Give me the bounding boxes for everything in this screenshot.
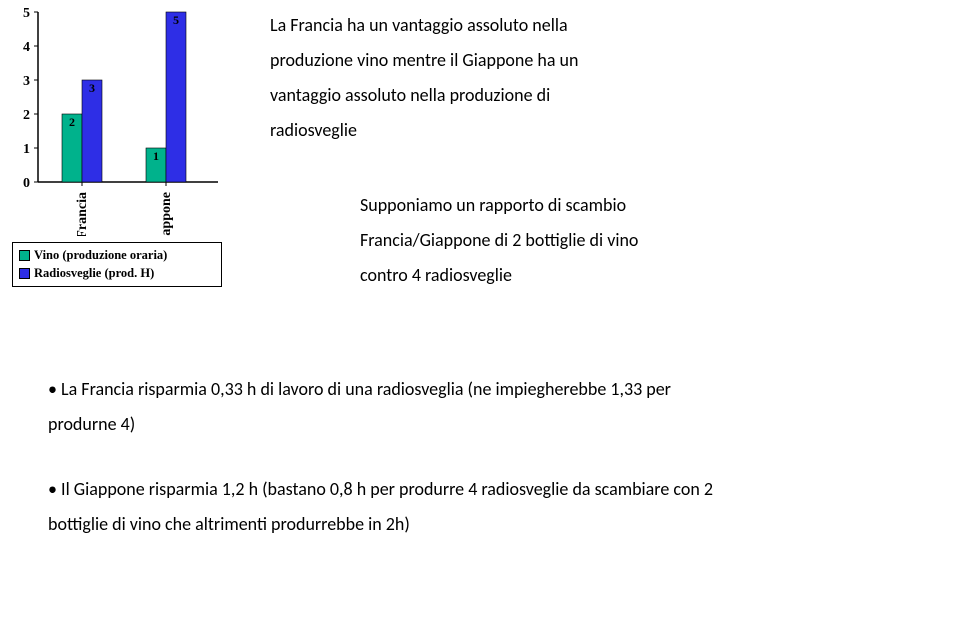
svg-text:Giappone: Giappone [159,192,174,236]
p1-line4: radiosveglie [270,119,357,141]
svg-text:4: 4 [23,40,30,55]
b1-line2: produrne 4) [48,413,135,435]
legend-row: Radiosveglie (prod. H) [19,265,215,283]
chart-legend: Vino (produzione oraria)Radiosveglie (pr… [12,242,222,287]
left-column: 0 1 2 3 4 5 2 3 Francia 1 5 Giappone Vino (produzio… [12,8,222,287]
svg-text:0: 0 [23,176,30,191]
svg-text:2: 2 [23,108,30,123]
assumption-text-block: Supponiamo un rapporto di scambio Franci… [360,188,900,317]
p1-line3: vantaggio assoluto nella produzione di [270,84,550,106]
p2-line2: Francia/Giappone di 2 bottiglie di vino [360,229,638,251]
intro-text-block: La Francia ha un vantaggio assoluto nell… [270,8,910,172]
paragraph-1: La Francia ha un vantaggio assoluto nell… [270,8,910,148]
legend-label: Radiosveglie (prod. H) [34,265,154,283]
bullet-2: • Il Giappone risparmia 1,2 h (bastano 0… [48,472,918,542]
legend-swatch [19,268,30,279]
svg-text:1: 1 [23,142,30,157]
bullet-block: • La Francia risparmia 0,33 h di lavoro … [48,372,918,572]
b2-line2: bottiglie di vino che altrimenti produrr… [48,513,410,535]
bar-chart-svg: 0 1 2 3 4 5 2 3 Francia 1 5 Giappone [12,8,222,236]
p1-line1: La Francia ha un vantaggio assoluto nell… [270,14,568,36]
p2-line1: Supponiamo un rapporto di scambio [360,194,626,216]
legend-label: Vino (produzione oraria) [34,247,167,265]
bullet-1: • La Francia risparmia 0,33 h di lavoro … [48,372,918,442]
svg-text:5: 5 [23,8,30,21]
svg-text:3: 3 [89,81,95,95]
b1-line1: • La Francia risparmia 0,33 h di lavoro … [48,378,671,400]
svg-text:2: 2 [69,115,75,129]
svg-text:5: 5 [173,13,179,27]
svg-text:Francia: Francia [75,192,90,236]
b2-line1: • Il Giappone risparmia 1,2 h (bastano 0… [48,478,713,500]
svg-text:1: 1 [153,149,159,163]
bar-chart: 0 1 2 3 4 5 2 3 Francia 1 5 Giappone [12,8,222,236]
svg-text:3: 3 [23,74,30,89]
legend-row: Vino (produzione oraria) [19,247,215,265]
p2-line3: contro 4 radiosveglie [360,264,512,286]
legend-swatch [19,250,30,261]
p1-line2: produzione vino mentre il Giappone ha un [270,49,578,71]
paragraph-2: Supponiamo un rapporto di scambio Franci… [360,188,900,293]
